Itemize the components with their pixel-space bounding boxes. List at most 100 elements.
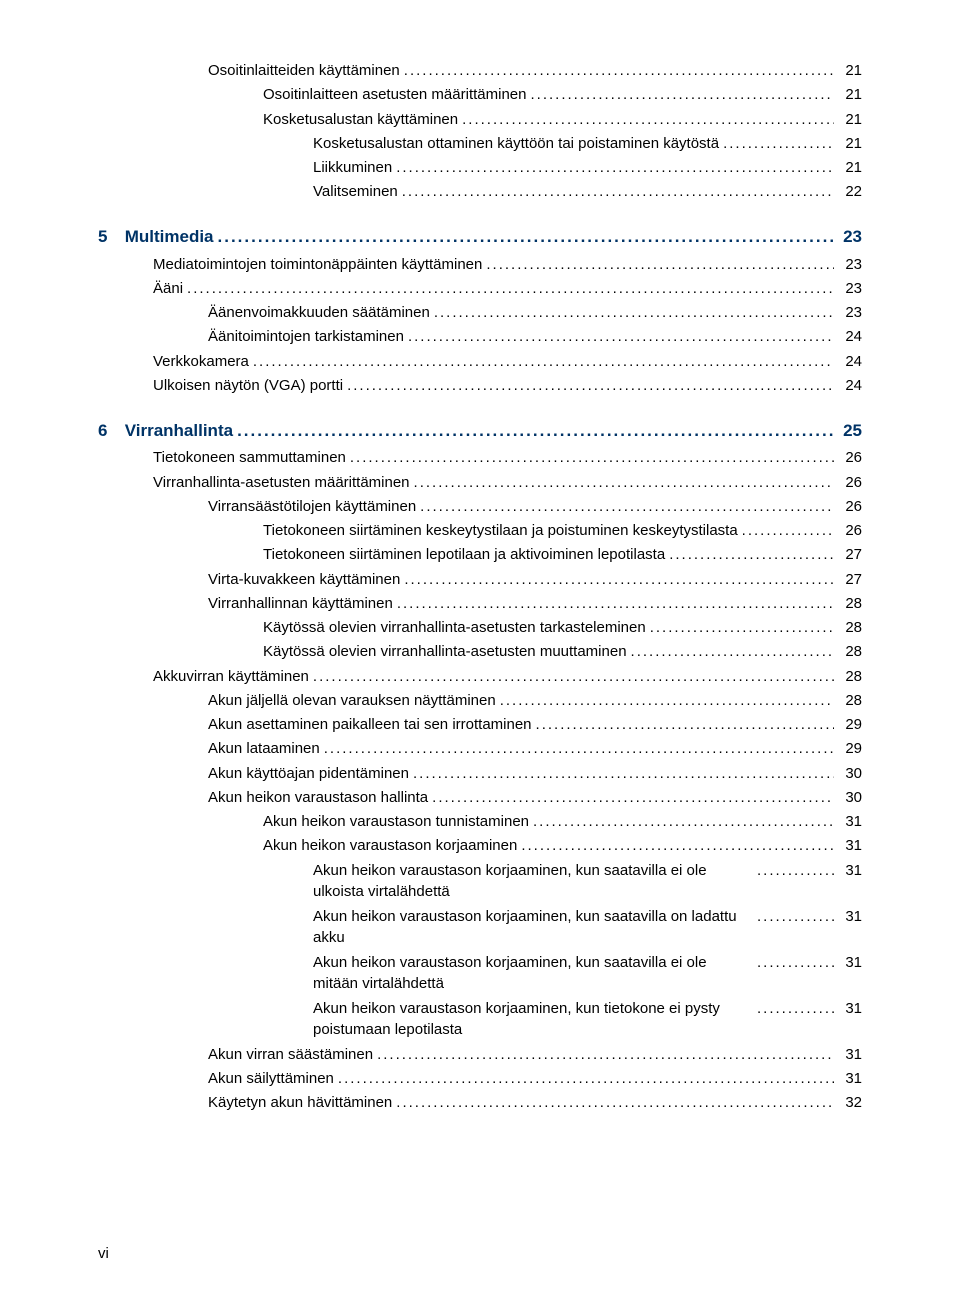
toc-entry[interactable]: Akun säilyttäminen31 [98, 1068, 862, 1090]
toc-entry[interactable]: Virranhallinnan käyttäminen28 [98, 593, 862, 615]
toc-entry-page: 31 [838, 952, 862, 974]
toc-entry-label: Liikkuminen [313, 157, 392, 179]
toc-entry-label: Akun heikon varaustason korjaaminen, kun… [313, 952, 753, 996]
toc-entry-label: Äänitoimintojen tarkistaminen [208, 326, 404, 348]
toc-entry[interactable]: Liikkuminen 21 [98, 157, 862, 179]
toc-entry-label: Ulkoisen näytön (VGA) portti [153, 375, 343, 397]
toc-entry-label: Osoitinlaitteen asetusten määrittäminen [263, 84, 526, 106]
toc-entry-label: Akun asettaminen paikalleen tai sen irro… [208, 714, 532, 736]
toc-entry[interactable]: Tietokoneen siirtäminen lepotilaan ja ak… [98, 544, 862, 566]
toc-leader-dots [413, 763, 834, 778]
toc-entry[interactable]: Ulkoisen näytön (VGA) portti24 [98, 375, 862, 397]
toc-entry-page: 31 [838, 811, 862, 833]
toc-entry-page: 25 [838, 419, 862, 444]
page-number-footer: vi [98, 1245, 109, 1262]
toc-entry[interactable]: Akun heikon varaustason tunnistaminen31 [98, 811, 862, 833]
toc-entry[interactable]: Valitseminen 22 [98, 181, 862, 203]
toc-leader-dots [187, 278, 834, 293]
toc-entry[interactable]: Virranhallinta-asetusten määrittäminen26 [98, 472, 862, 494]
toc-leader-dots [253, 351, 834, 366]
toc-entry[interactable]: Osoitinlaitteen asetusten määrittäminen2… [98, 84, 862, 106]
toc-entry-page: 31 [838, 860, 862, 882]
toc-entry[interactable]: Akun heikon varaustason korjaaminen, kun… [98, 952, 862, 996]
toc-leader-dots [396, 157, 834, 172]
toc-entry-page: 27 [838, 569, 862, 591]
toc-leader-dots [350, 447, 834, 462]
toc-entry[interactable]: Ääni 23 [98, 278, 862, 300]
toc-entry-page: 23 [838, 302, 862, 324]
toc-entry[interactable]: Verkkokamera24 [98, 351, 862, 373]
toc-entry-page: 30 [838, 763, 862, 785]
toc-leader-dots [432, 787, 834, 802]
toc-entry-label: Käytössä olevien virranhallinta-asetuste… [263, 617, 646, 639]
toc-entry[interactable]: Käytössä olevien virranhallinta-asetuste… [98, 641, 862, 663]
toc-entry-page: 21 [838, 157, 862, 179]
toc-entry-page: 23 [838, 225, 862, 250]
toc-leader-dots [434, 302, 834, 317]
toc-entry[interactable]: Tietokoneen siirtäminen keskeytystilaan … [98, 520, 862, 542]
toc-chapter-heading[interactable]: 6 Virranhallinta25 [98, 419, 862, 444]
toc-entry-page: 28 [838, 593, 862, 615]
toc-entry[interactable]: Akun heikon varaustason korjaaminen, kun… [98, 998, 862, 1042]
toc-entry-page: 31 [838, 906, 862, 928]
toc-leader-dots [396, 1092, 834, 1107]
toc-entry[interactable]: Akun heikon varaustason korjaaminen31 [98, 835, 862, 857]
toc-entry-page: 26 [838, 447, 862, 469]
toc-entry[interactable]: Akun käyttöajan pidentäminen 30 [98, 763, 862, 785]
toc-entry[interactable]: Akun heikon varaustason korjaaminen, kun… [98, 906, 862, 950]
toc-entry[interactable]: Käytetyn akun hävittäminen32 [98, 1092, 862, 1114]
toc-entry-page: 23 [838, 278, 862, 300]
toc-entry[interactable]: Akun jäljellä olevan varauksen näyttämin… [98, 690, 862, 712]
toc-leader-dots [377, 1044, 834, 1059]
toc-entry-page: 29 [838, 714, 862, 736]
toc-entry-label: Äänenvoimakkuuden säätäminen [208, 302, 430, 324]
toc-entry-label: Akun heikon varaustason hallinta [208, 787, 428, 809]
toc-chapter-heading[interactable]: 5 Multimedia 23 [98, 225, 862, 250]
toc-entry-label: Käytetyn akun hävittäminen [208, 1092, 392, 1114]
toc-entry[interactable]: Mediatoimintojen toimintonäppäinten käyt… [98, 254, 862, 276]
toc-entry[interactable]: Äänenvoimakkuuden säätäminen 23 [98, 302, 862, 324]
toc-leader-dots [324, 738, 834, 753]
toc-entry[interactable]: Akun lataaminen29 [98, 738, 862, 760]
toc-entry[interactable]: Osoitinlaitteiden käyttäminen21 [98, 60, 862, 82]
toc-entry-page: 31 [838, 835, 862, 857]
toc-entry-page: 28 [838, 641, 862, 663]
toc-leader-dots [347, 375, 834, 390]
toc-entry-label: 5 Multimedia [98, 225, 214, 250]
toc-leader-dots [218, 225, 834, 242]
toc-entry-label: Akun heikon varaustason korjaaminen, kun… [313, 860, 753, 904]
toc-leader-dots [486, 254, 834, 269]
toc-entry-label: Osoitinlaitteiden käyttäminen [208, 60, 400, 82]
toc-entry[interactable]: Akun virran säästäminen31 [98, 1044, 862, 1066]
toc-leader-dots [530, 84, 834, 99]
toc-entry-label: Tietokoneen siirtäminen lepotilaan ja ak… [263, 544, 665, 566]
toc-entry-label: Akun virran säästäminen [208, 1044, 373, 1066]
toc-leader-dots [414, 472, 834, 487]
toc-entry[interactable]: Akkuvirran käyttäminen28 [98, 666, 862, 688]
toc-entry[interactable]: Akun heikon varaustason korjaaminen, kun… [98, 860, 862, 904]
toc-entry-page: 28 [838, 617, 862, 639]
toc-leader-dots [742, 520, 834, 535]
toc-entry-label: Ääni [153, 278, 183, 300]
toc-leader-dots [404, 569, 834, 584]
toc-leader-dots [533, 811, 834, 826]
toc-entry[interactable]: Akun heikon varaustason hallinta30 [98, 787, 862, 809]
toc-entry[interactable]: Kosketusalustan käyttäminen21 [98, 109, 862, 131]
toc-entry[interactable]: Virta-kuvakkeen käyttäminen27 [98, 569, 862, 591]
toc-entry-label: Valitseminen [313, 181, 398, 203]
toc-chapter-number: 5 [98, 225, 120, 250]
toc-entry-page: 31 [838, 1068, 862, 1090]
toc-leader-dots [650, 617, 834, 632]
toc-entry[interactable]: Virransäästötilojen käyttäminen26 [98, 496, 862, 518]
toc-entry[interactable]: Akun asettaminen paikalleen tai sen irro… [98, 714, 862, 736]
toc-entry[interactable]: Äänitoimintojen tarkistaminen24 [98, 326, 862, 348]
toc-entry-label: Akun käyttöajan pidentäminen [208, 763, 409, 785]
toc-entry[interactable]: Käytössä olevien virranhallinta-asetuste… [98, 617, 862, 639]
toc-entry[interactable]: Tietokoneen sammuttaminen26 [98, 447, 862, 469]
toc-leader-dots [723, 133, 834, 148]
toc-entry-page: 22 [838, 181, 862, 203]
toc-leader-dots [669, 544, 834, 559]
toc-leader-dots [631, 641, 834, 656]
toc-leader-dots [536, 714, 834, 729]
toc-entry[interactable]: Kosketusalustan ottaminen käyttöön tai p… [98, 133, 862, 155]
